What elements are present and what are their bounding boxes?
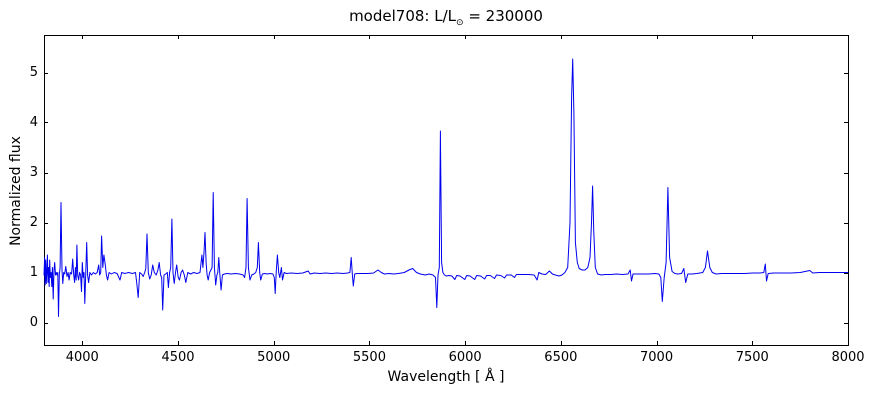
y-tick-label: 1 xyxy=(29,264,38,280)
solar-symbol: ⊙ xyxy=(456,18,464,28)
x-ticks xyxy=(82,35,849,345)
axes-frame xyxy=(44,35,849,346)
y-tick-label: 3 xyxy=(29,164,38,180)
x-tick-label: 4000 xyxy=(65,350,99,365)
y-tick-label: 4 xyxy=(29,114,38,130)
y-tick-label: 0 xyxy=(29,314,38,330)
x-tick-label: 6500 xyxy=(544,350,578,365)
y-axis-label: Normalized flux xyxy=(8,136,24,246)
x-tick-label: 7500 xyxy=(735,350,769,365)
y-tick-label: 2 xyxy=(29,214,38,230)
x-tick-label: 6000 xyxy=(448,350,482,365)
y-tick-label: 5 xyxy=(29,64,38,80)
plot-title-prefix: model708: L/L xyxy=(349,7,456,25)
plot-title-suffix: = 230000 xyxy=(463,7,543,25)
spectrum-line xyxy=(43,58,849,317)
x-tick-label: 4500 xyxy=(161,350,195,365)
x-tick-label: 5000 xyxy=(257,350,291,365)
x-tick-label: 5500 xyxy=(352,350,386,365)
x-tick-label: 7000 xyxy=(640,350,674,365)
x-axis-label: Wavelength [ Å ] xyxy=(387,369,505,385)
x-tick-label: 8000 xyxy=(831,350,865,365)
plot-title: model708: L/L⊙ = 230000 xyxy=(44,6,848,33)
y-ticks xyxy=(44,73,848,324)
